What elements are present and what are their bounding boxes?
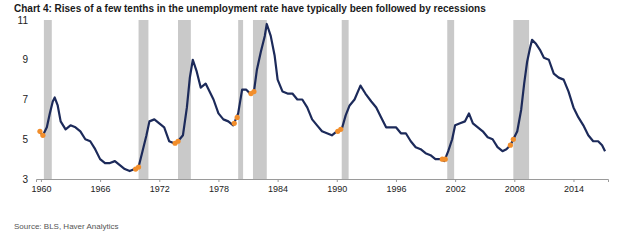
- highlight-point: [511, 137, 516, 142]
- x-tick: 1984: [268, 179, 288, 194]
- x-tick-label: 1972: [150, 184, 170, 194]
- x-tick: 1990: [327, 179, 347, 194]
- recession-band: [178, 20, 191, 179]
- y-tick: 7: [22, 94, 36, 105]
- unemployment-line: [39, 24, 605, 171]
- highlight-point: [508, 143, 513, 148]
- y-tick-label: 7: [22, 94, 28, 105]
- y-tick: 5: [22, 134, 36, 145]
- x-tick-label: 2002: [446, 184, 466, 194]
- x-tick: 1978: [209, 179, 229, 194]
- recession-band: [513, 20, 529, 179]
- x-tick-label: 1966: [91, 184, 111, 194]
- y-tick-label: 9: [22, 54, 28, 65]
- x-tick: 2002: [446, 179, 466, 194]
- x-tick-mark: [159, 179, 160, 182]
- highlight-point: [443, 157, 448, 162]
- x-tick-mark: [514, 179, 515, 182]
- x-tick: 1972: [150, 179, 170, 194]
- x-tick: 1960: [31, 179, 51, 194]
- y-axis-line: [36, 21, 37, 180]
- x-tick: 2008: [505, 179, 525, 194]
- x-tick-label: 2008: [505, 184, 525, 194]
- x-axis: 1960 1966 1972 1978 1984 1990 1996 2002 2008 2014: [31, 179, 608, 194]
- x-tick-label: 1984: [268, 184, 288, 194]
- highlight-point: [232, 121, 237, 126]
- x-tick-mark: [41, 179, 42, 182]
- y-tick-label: 3: [22, 174, 28, 185]
- highlight-point: [136, 164, 141, 169]
- x-tick-label: 1996: [386, 184, 406, 194]
- x-tick: 1996: [386, 179, 406, 194]
- recession-band: [44, 20, 52, 179]
- chart: Chart 4: Rises of a few tenths in the un…: [0, 0, 630, 239]
- x-tick: 2014: [564, 179, 584, 194]
- recession-band: [253, 20, 267, 179]
- plot: 1960 1966 1972 1978 1984 1990 1996 2002 2008 2014…: [18, 15, 609, 195]
- x-tick-mark: [396, 179, 397, 182]
- highlight-point: [251, 89, 256, 94]
- highlight-point: [338, 127, 343, 132]
- highlight-point: [235, 115, 240, 120]
- x-tick-label: 1960: [31, 184, 51, 194]
- y-tick: 9: [22, 54, 36, 65]
- y-tick-label: 5: [22, 134, 28, 145]
- x-tick-label: 2014: [564, 184, 584, 194]
- highlight-point: [175, 139, 180, 144]
- y-tick: 11: [18, 15, 36, 26]
- marks: [37, 20, 605, 179]
- y-tick: 3: [22, 174, 36, 185]
- recession-band: [447, 20, 454, 179]
- x-tick-mark: [100, 179, 101, 182]
- x-tick-mark: [337, 179, 338, 182]
- x-tick-mark: [278, 179, 279, 182]
- source: Source: BLS, Haver Analytics: [14, 222, 119, 231]
- highlight-point: [40, 133, 45, 138]
- title: Chart 4: Rises of a few tenths in the un…: [14, 3, 486, 14]
- recession-band: [342, 20, 349, 179]
- x-tick-label: 1978: [209, 184, 229, 194]
- y-tick-label: 11: [18, 15, 29, 26]
- x-axis-line: [37, 180, 609, 183]
- x-tick-label: 1990: [327, 184, 347, 194]
- x-tick: 1966: [91, 179, 111, 194]
- x-tick-mark: [218, 179, 219, 182]
- y-axis: 3 5 7 9 11: [18, 15, 37, 185]
- x-tick-mark: [455, 179, 456, 182]
- recession-band: [139, 20, 149, 179]
- x-tick-mark: [573, 179, 574, 182]
